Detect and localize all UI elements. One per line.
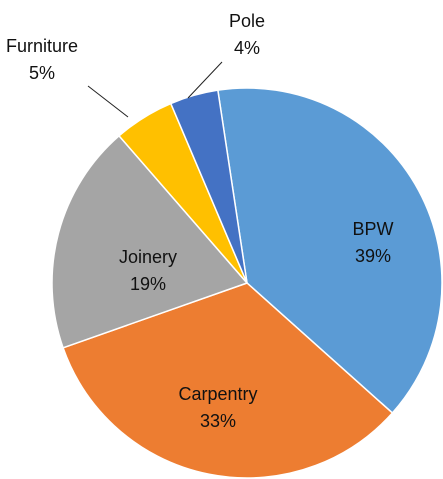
value-label: 19% (130, 274, 166, 294)
slice-label: BPW (352, 219, 393, 239)
pie-slice (169, 89, 248, 284)
pie-slice (51, 134, 249, 349)
value-label: 33% (200, 411, 236, 431)
slice-label: Joinery (119, 247, 177, 267)
slice-label: Carpentry (178, 384, 257, 404)
slice-label: Pole (229, 11, 265, 31)
leader-line (187, 61, 223, 99)
leader-line (87, 85, 129, 118)
value-label: 39% (355, 246, 391, 266)
value-label: 4% (234, 38, 260, 58)
value-label: 5% (29, 63, 55, 83)
slice-label: Furniture (6, 36, 78, 56)
pie-slice (216, 87, 443, 415)
pie-slice (62, 282, 394, 479)
